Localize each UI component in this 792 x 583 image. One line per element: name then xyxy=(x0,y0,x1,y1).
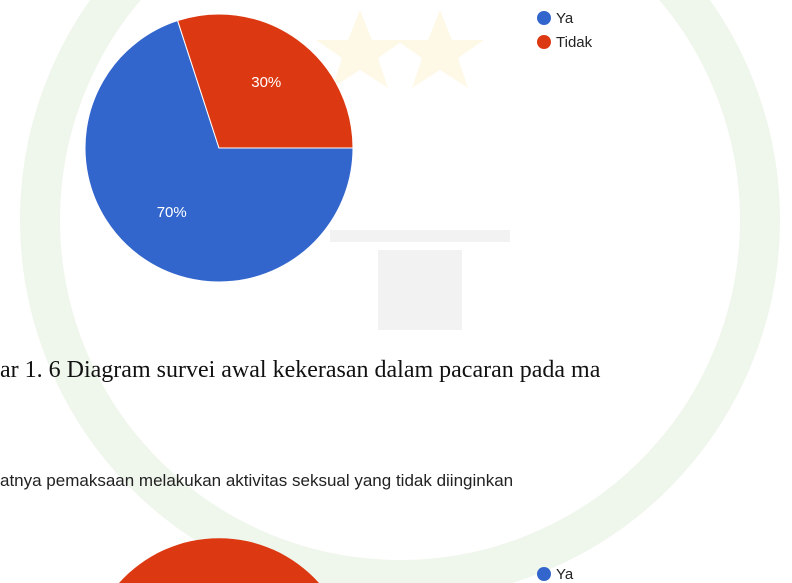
pie-slice xyxy=(84,19,354,283)
legend-label: Ya xyxy=(556,10,574,27)
legend-label: Tidak xyxy=(556,34,593,51)
watermark xyxy=(20,0,780,583)
slice-label: 30% xyxy=(251,74,281,91)
slice-label: 70% xyxy=(157,204,187,221)
legend-marker xyxy=(537,11,551,25)
pie-slice-partial xyxy=(119,538,319,583)
legend-marker xyxy=(537,567,551,581)
pie-slice xyxy=(176,13,354,149)
legend-marker xyxy=(537,35,551,49)
legend-label: Ya xyxy=(556,566,574,583)
question: atnya pemaksaan melakukan aktivitas seks… xyxy=(0,471,513,490)
caption: ar 1. 6 Diagram survei awal kekerasan da… xyxy=(0,357,601,383)
